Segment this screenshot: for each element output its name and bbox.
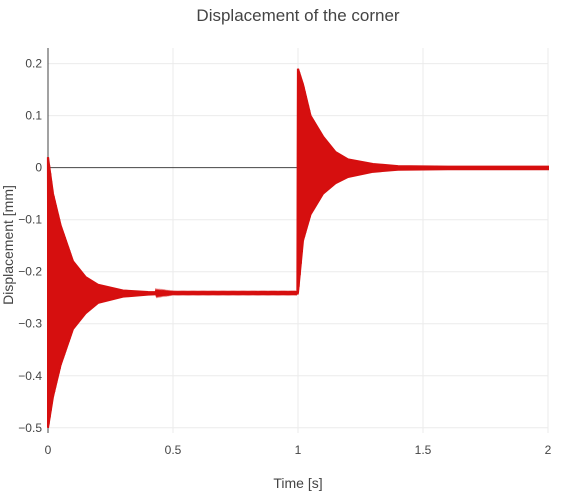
series-envelope [47, 68, 549, 428]
y-tick-label: −0.1 [18, 213, 42, 227]
y-axis-title: Displacement [mm] [0, 185, 16, 305]
x-tick-label: 2 [545, 443, 552, 457]
y-tick-label: −0.4 [18, 369, 42, 383]
y-tick-label: 0 [35, 161, 42, 175]
y-tick-labels: −0.5 −0.4 −0.3 −0.2 −0.1 0 0.1 0.2 [18, 57, 42, 435]
plot-area [46, 68, 550, 428]
x-tick-labels: 0 0.5 1 1.5 2 [45, 443, 552, 457]
y-tick-label: −0.2 [18, 265, 42, 279]
y-tick-label: 0.1 [25, 109, 42, 123]
y-tick-label: −0.3 [18, 317, 42, 331]
x-tick-label: 0.5 [165, 443, 182, 457]
x-tick-label: 1.5 [415, 443, 432, 457]
x-tick-label: 1 [295, 443, 302, 457]
chart-title: Displacement of the corner [196, 6, 399, 25]
x-axis-title: Time [s] [273, 475, 322, 491]
x-tick-label: 0 [45, 443, 52, 457]
y-tick-label: −0.5 [18, 421, 42, 435]
y-tick-label: 0.2 [25, 57, 42, 71]
